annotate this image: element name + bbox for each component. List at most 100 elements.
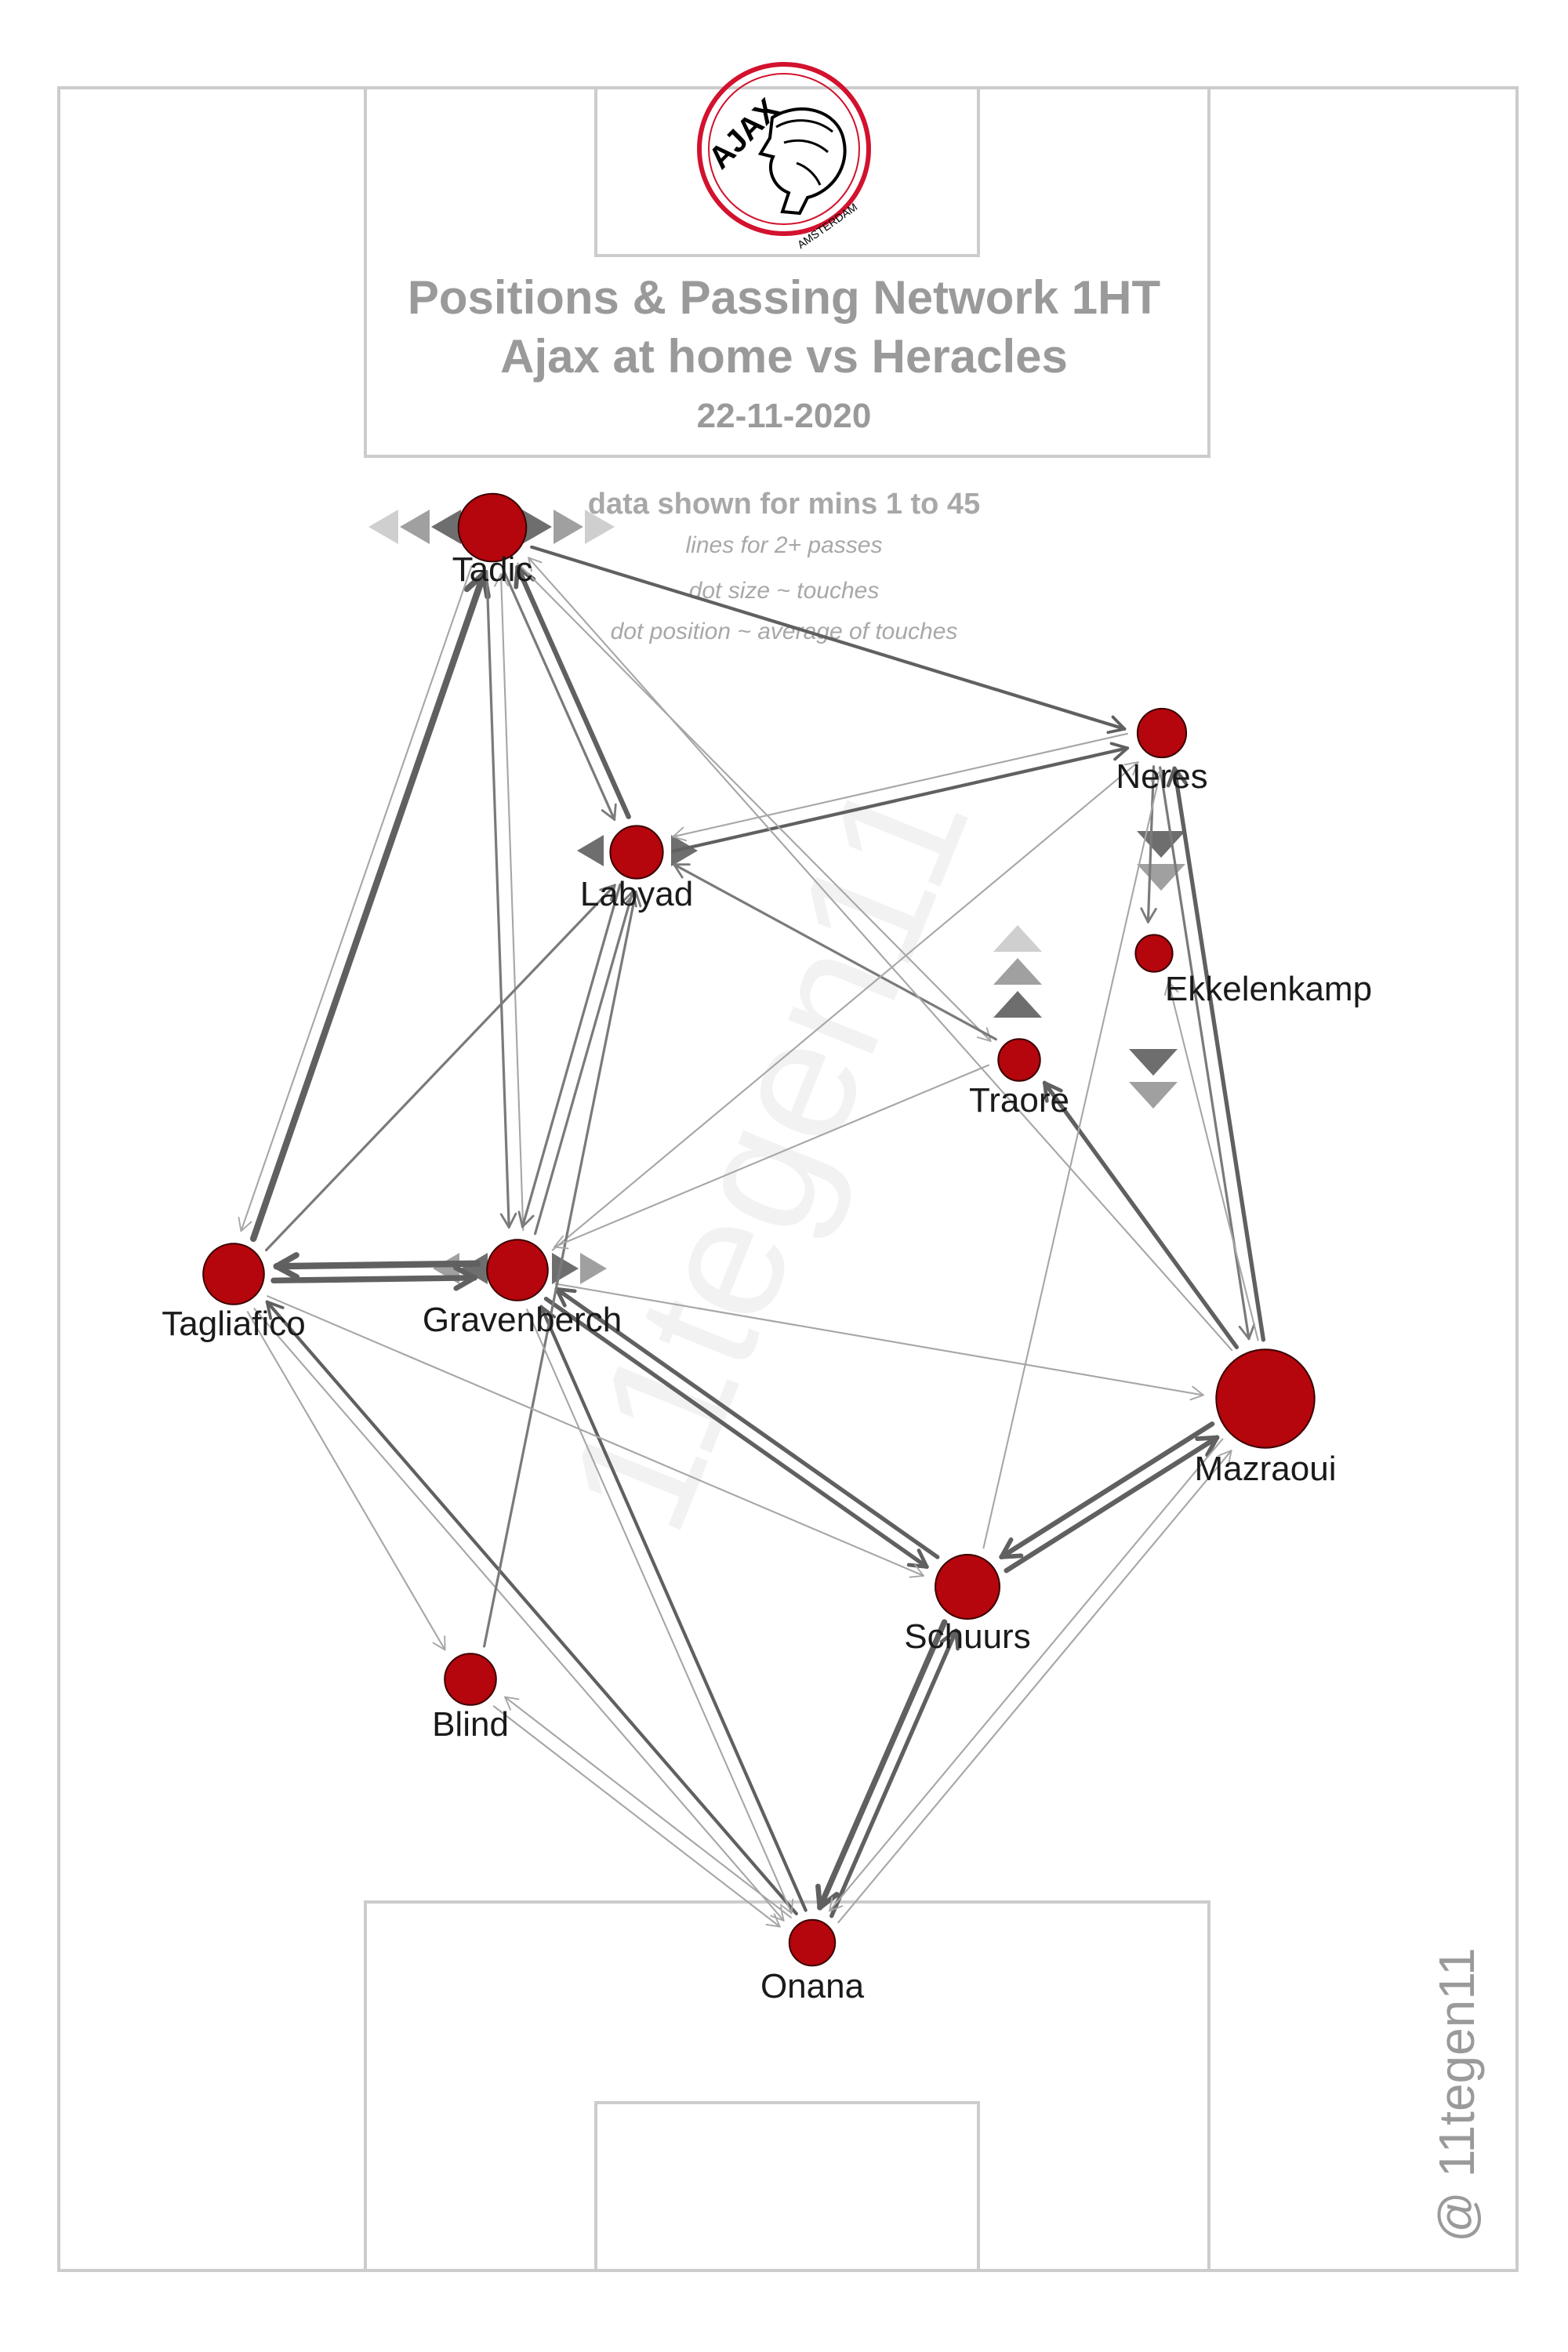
player-dot-blind: [444, 1653, 497, 1706]
top-goal-box: [594, 86, 980, 257]
player-dot-gravenberch: [486, 1239, 549, 1301]
player-label-schuurs: Schuurs: [904, 1617, 1030, 1656]
logo-ring-outer: [697, 62, 871, 236]
triangle-down-icon: [1137, 831, 1185, 858]
pass-line-tagliafico-to-schuurs: [267, 1295, 925, 1577]
pass-line-labyad-to-neres: [671, 746, 1130, 853]
pass-arrowhead-labyad-to-neres: [1109, 742, 1129, 761]
pass-arrowhead-schuurs-to-mazraoui: [1195, 1435, 1220, 1457]
bottom-penalty-box: [364, 1900, 1210, 2272]
player-label-blind: Blind: [432, 1705, 509, 1744]
pass-line-onana-to-tagliafico: [265, 1300, 798, 1915]
pass-arrowhead-gravenberch-to-onana: [779, 1898, 794, 1915]
pass-line-gravenberch-to-neres: [551, 760, 1139, 1251]
pass-line-schuurs-to-gravenberch: [554, 1287, 940, 1559]
player-label-ekkelenkamp: Ekkelenkamp: [1165, 970, 1372, 1008]
triangle-down-icon: [1129, 1049, 1178, 1076]
player-label-neres: Neres: [1116, 757, 1207, 796]
pass-line-mazraoui-to-ekkelenkamp: [1167, 981, 1259, 1341]
pass-line-tagliafico-to-onana: [253, 1308, 785, 1922]
pass-line-schuurs-to-onana: [817, 1619, 948, 1911]
ajax-helmet-icon: [775, 119, 833, 186]
pass-arrowhead-onana-to-mazraoui: [1218, 1450, 1232, 1465]
pass-arrowhead-blind-to-labyad: [625, 891, 642, 908]
pass-line-mazraoui-to-traore: [1042, 1080, 1240, 1349]
method-notes: data shown for mins 1 to 45 lines for 2+…: [588, 488, 980, 644]
player-label-mazraoui: Mazraoui: [1195, 1450, 1337, 1488]
pass-line-mazraoui-to-tadic: [528, 557, 1233, 1352]
pass-arrowhead-tagliafico-to-gravenberch: [452, 1265, 477, 1291]
ajax-head-icon: [757, 107, 847, 216]
pass-line-gravenberch-to-onana: [526, 1308, 793, 1915]
triangle-right-icon: [554, 510, 583, 544]
pass-line-tagliafico-to-labyad: [265, 884, 616, 1252]
pitch-lines: [57, 86, 1519, 2272]
triangle-down-icon: [1129, 1082, 1178, 1109]
pass-line-tadic-to-labyad: [502, 568, 616, 822]
bottom-goal-box: [594, 2101, 980, 2272]
pass-line-mazraoui-to-schuurs: [999, 1421, 1215, 1560]
pass-arrowhead-tadic-to-tagliafico: [238, 1217, 252, 1232]
triangle-left-icon: [368, 510, 398, 544]
triangle-up-icon: [993, 925, 1042, 952]
pass-arrowhead-tadic-to-labyad: [601, 803, 617, 821]
pass-line-onana-to-schuurs: [829, 1628, 959, 1918]
pass-line-schuurs-to-neres: [982, 769, 1162, 1549]
pass-arrowhead-tagliafico-to-schuurs: [909, 1564, 924, 1578]
triangle-right-icon: [522, 510, 552, 544]
pass-line-tadic-to-traore: [517, 562, 992, 1043]
pass-lines: [238, 545, 1266, 1928]
triangle-up-icon: [993, 958, 1042, 985]
player-dots: [202, 492, 1316, 1967]
pass-arrowhead-gravenberch-to-neres: [1123, 761, 1139, 776]
figure-header: Positions & Passing Network 1HT Ajax at …: [408, 271, 1160, 435]
pass-arrowhead-mazraoui-to-ekkelenkamp: [1163, 981, 1179, 996]
pass-arrowhead-mazraoui-to-traore: [1043, 1080, 1063, 1103]
pass-line-blind-to-labyad: [482, 890, 637, 1648]
pass-arrowhead-gravenberch-to-mazraoui: [1189, 1385, 1204, 1401]
pass-line-gravenberch-to-labyad: [533, 890, 634, 1236]
triangle-right-icon: [671, 835, 698, 866]
chart-title: Positions & Passing Network 1HT: [408, 271, 1160, 324]
player-label-labyad: Labyad: [580, 875, 693, 913]
pass-line-neres-to-ekkelenkamp: [1146, 765, 1156, 924]
pass-line-mazraoui-to-neres: [1172, 766, 1266, 1342]
pass-line-neres-to-labyad: [672, 732, 1129, 838]
player-label-tagliafico: Tagliafico: [162, 1305, 305, 1343]
pass-line-gravenberch-to-tagliafico: [273, 1260, 481, 1270]
triangle-left-icon: [431, 510, 461, 544]
pass-arrowhead-gravenberch-to-tagliafico: [273, 1252, 300, 1280]
pass-line-onana-to-blind: [504, 1696, 792, 1918]
pass-arrowhead-schuurs-to-neres: [1150, 769, 1166, 785]
player-labels: Tadic Neres Labyad Ekkelenkamp Traore Tagliaf…: [162, 550, 1372, 2005]
player-dot-neres: [1136, 707, 1188, 759]
chart-subtitle: Ajax at home vs Heracles: [500, 330, 1068, 383]
pass-arrowhead-neres-to-mazraoui: [1238, 1323, 1256, 1341]
player-label-onana: Onana: [760, 1967, 865, 2005]
pass-line-tadic-to-gravenberch: [485, 569, 510, 1229]
pass-arrowhead-onana-to-blind: [504, 1696, 520, 1711]
pass-arrowhead-mazraoui-to-tadic: [528, 557, 543, 572]
pass-line-traore-to-gravenberch: [554, 1064, 989, 1248]
pass-arrowhead-tagliafico-to-blind: [432, 1635, 446, 1651]
pass-arrowhead-blind-to-onana: [765, 1913, 781, 1928]
player-dot-tadic: [457, 492, 528, 563]
pass-arrowhead-onana-to-tagliafico: [265, 1300, 285, 1320]
logo-subtext: AMSTERDAM: [795, 201, 859, 251]
ajax-logo: AJAX AMSTERDAM: [697, 62, 871, 251]
triangle-left-icon: [577, 835, 604, 866]
pass-line-tadic-to-tagliafico: [240, 565, 473, 1232]
pass-arrowhead-traore-to-labyad: [673, 863, 691, 879]
pass-arrowhead-mazraoui-to-onana: [829, 1896, 844, 1912]
credit-handle: @ 11tegen11: [1428, 1947, 1485, 2242]
note-lines-rule: lines for 2+ passes: [686, 532, 883, 558]
pass-line-tagliafico-to-tadic: [250, 570, 488, 1243]
pass-line-gravenberch-to-schuurs: [543, 1296, 929, 1570]
note-dot-size: dot size ~ touches: [689, 578, 880, 604]
pass-line-labyad-to-tadic: [515, 564, 631, 819]
triangle-left-icon: [461, 1253, 488, 1284]
pass-line-gravenberch-to-tadic: [499, 572, 524, 1231]
player-dot-traore: [997, 1038, 1041, 1082]
pass-arrowhead-tadic-to-traore: [976, 1027, 992, 1042]
